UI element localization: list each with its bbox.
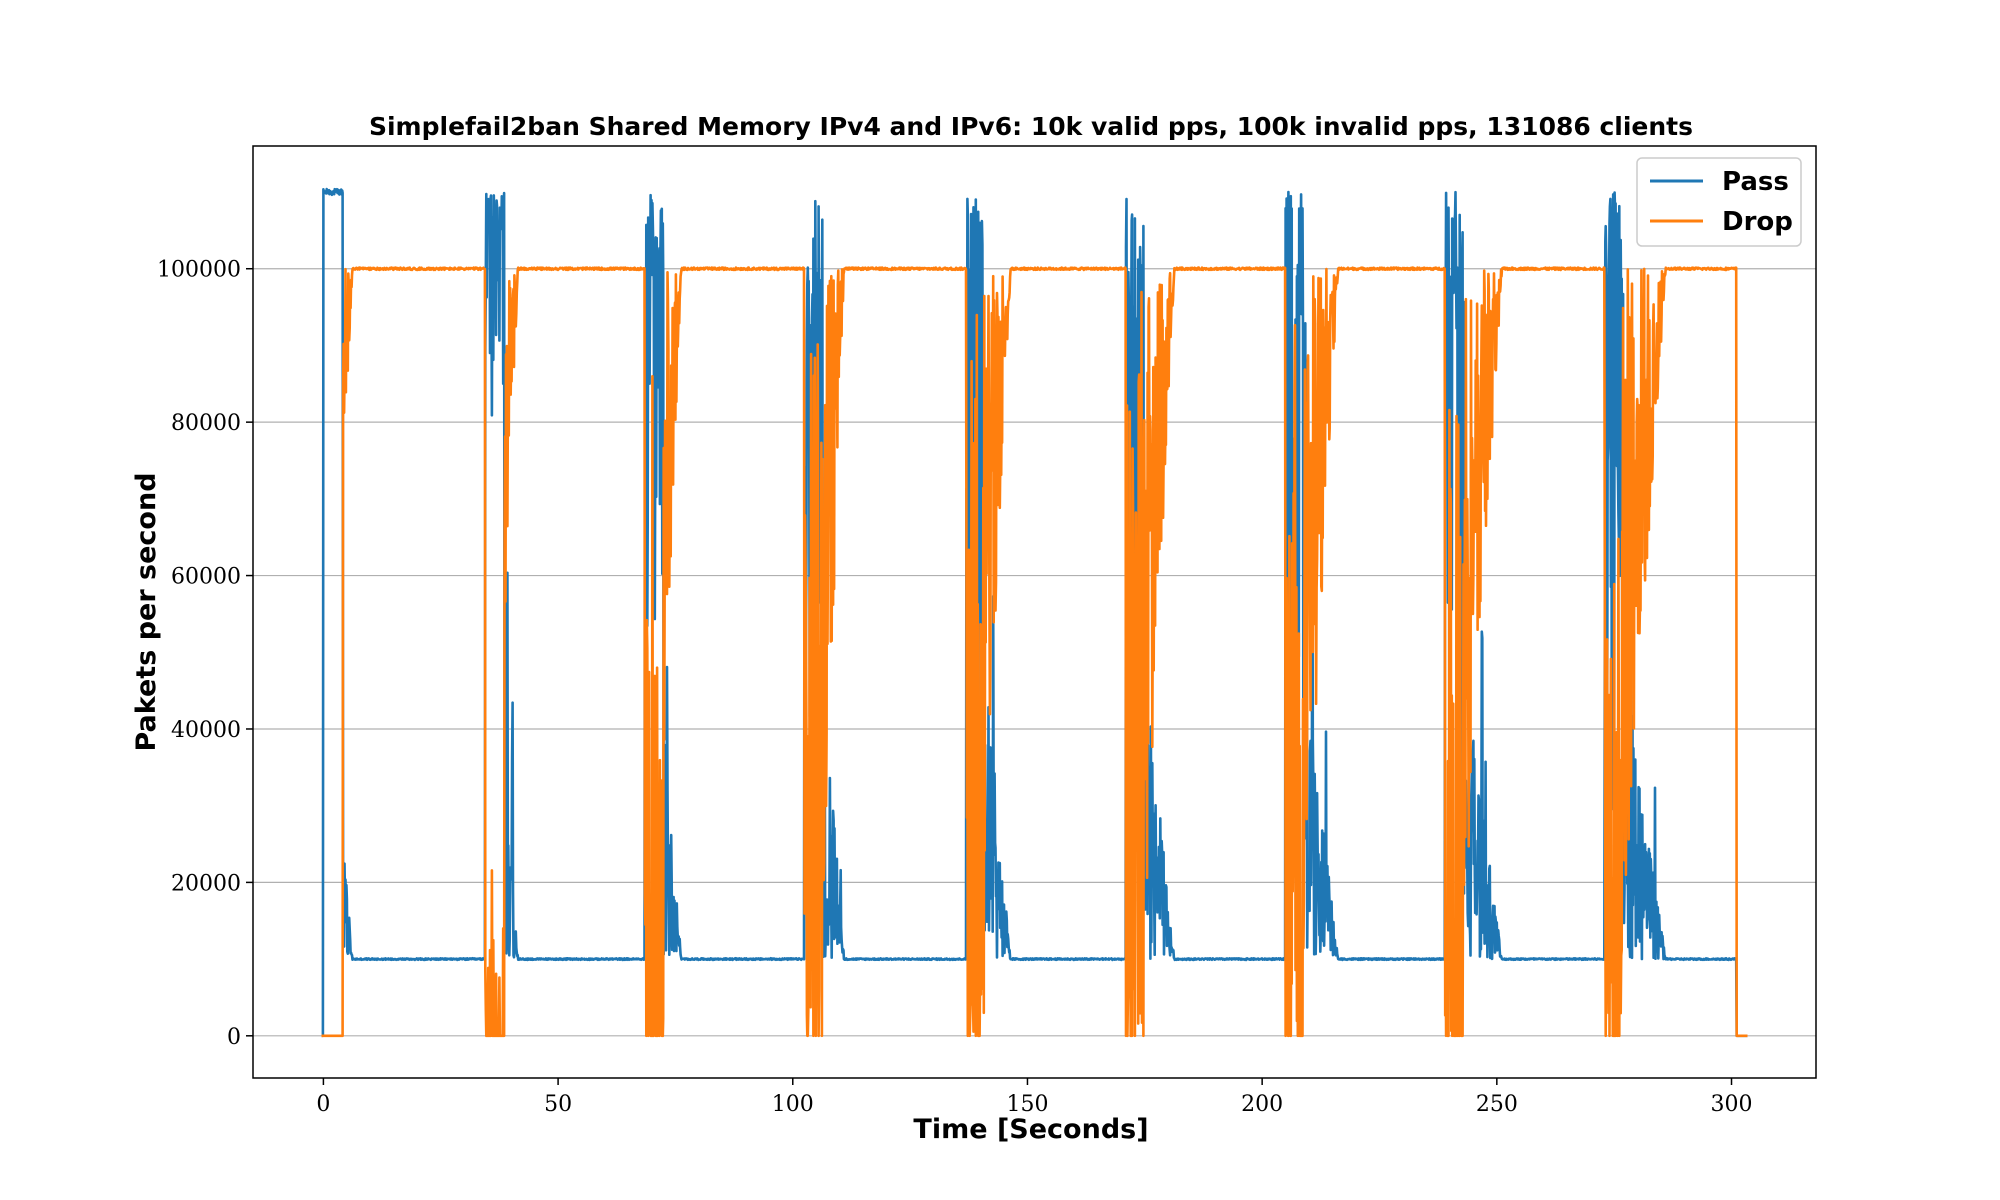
y-tick-label: 20000 — [171, 871, 241, 896]
legend-label-pass: Pass — [1722, 167, 1789, 197]
series-line-drop — [320, 266, 1749, 1038]
x-tick-label: 200 — [1241, 1092, 1283, 1117]
grid-lines — [253, 268, 1816, 1037]
x-tick-label: 150 — [1006, 1092, 1048, 1117]
x-tick-label: 50 — [544, 1092, 572, 1117]
y-axis-ticks: 0 20000 40000 60000 80000 100000 — [157, 258, 253, 1050]
x-tick-label: 100 — [772, 1092, 814, 1117]
legend-label-drop: Drop — [1722, 207, 1793, 237]
x-tick-label: 250 — [1476, 1092, 1518, 1117]
y-tick-label: 80000 — [171, 411, 241, 436]
x-axis-label: Time [Seconds] — [913, 1114, 1148, 1145]
plot-frame — [252, 145, 1817, 1079]
series-line-pass — [320, 187, 1749, 1038]
y-tick-label: 60000 — [171, 565, 241, 590]
y-tick-label: 40000 — [171, 718, 241, 743]
legend: Pass Drop — [1636, 157, 1802, 247]
y-axis-label: Pakets per second — [131, 472, 162, 751]
series-layer — [320, 187, 1749, 1038]
y-tick-label: 0 — [227, 1025, 241, 1050]
chart-title: Simplefail2ban Shared Memory IPv4 and IP… — [369, 112, 1693, 141]
x-tick-label: 0 — [316, 1092, 330, 1117]
y-tick-label: 100000 — [157, 258, 241, 283]
x-axis-ticks: 0 50 100 150 200 250 300 — [316, 1078, 1753, 1117]
x-tick-label: 300 — [1711, 1092, 1753, 1117]
